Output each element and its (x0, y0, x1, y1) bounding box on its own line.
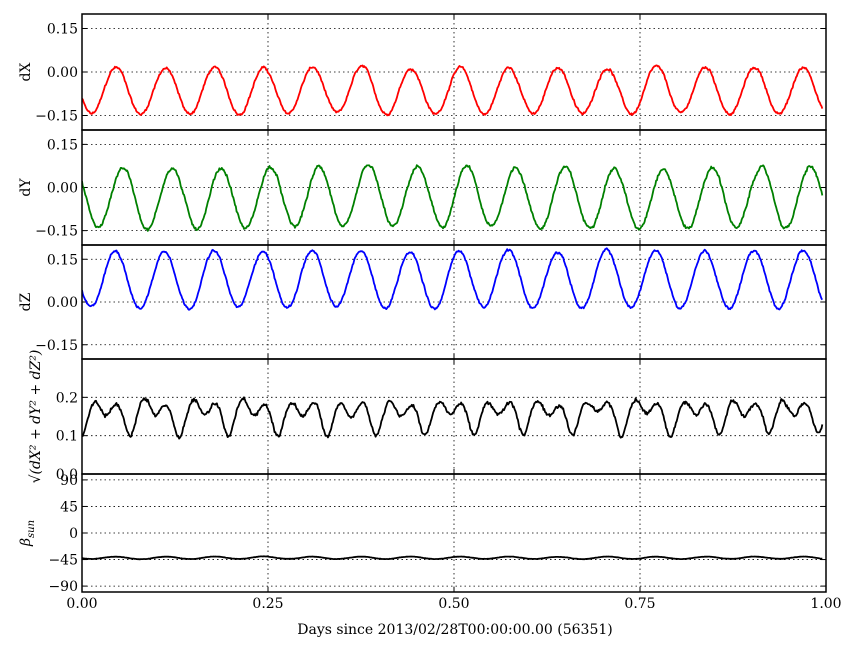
series-line-mag (82, 396, 824, 440)
y-axis-label: √(dX² + dY² + dZ²) (28, 350, 44, 484)
series-line-dZ (82, 247, 824, 311)
y-tick-label: 0.00 (47, 295, 78, 311)
y-axis-label: dY (18, 178, 34, 197)
series-line-beta (82, 555, 823, 561)
y-tick-label: 45 (60, 499, 78, 515)
y-tick-label: 0.15 (47, 137, 78, 153)
y-tick-label: −90 (48, 579, 78, 595)
x-tick-label: 0.75 (624, 596, 655, 612)
panel-mag: 0.2 0.1 0.0 √(dX² + dY² + dZ²) (28, 350, 827, 484)
panel-frame (81, 358, 827, 475)
y-tick-label: −0.15 (35, 109, 78, 125)
y-tick-label: 0.15 (47, 22, 78, 38)
y-axis-label: dX (18, 63, 34, 82)
y-tick-label: 0.2 (56, 390, 78, 406)
panel-frame (81, 244, 827, 360)
y-tick-label: −45 (48, 553, 78, 569)
y-tick-label: 0.00 (47, 181, 78, 197)
y-tick-label: 0.15 (47, 252, 78, 268)
y-tick-label: 90 (60, 473, 78, 489)
panel-dZ: 0.15 0.00 −0.15 dZ (18, 244, 827, 360)
x-tick-label: 1.00 (810, 596, 841, 612)
panels: 0.150.00−0.15dX0.150.00−0.15dY0.150.00−0… (18, 13, 827, 595)
panel-dY: 0.15 0.00 −0.15 dY (18, 129, 827, 246)
y-axis-label: βsun (18, 520, 37, 547)
y-tick-label: 0 (69, 526, 78, 542)
x-tick-label: 0.50 (438, 596, 469, 612)
series-line-dY (82, 164, 824, 232)
x-tick-label: 0.00 (66, 596, 97, 612)
y-tick-label: −0.15 (35, 224, 78, 240)
x-tick-label: 0.25 (252, 596, 283, 612)
y-axis-label: dZ (18, 292, 34, 311)
y-tick-label: 0.1 (56, 429, 78, 445)
y-tick-label: 0.00 (47, 65, 78, 81)
y-tick-label: 0.0 (56, 467, 78, 483)
panel-frame (81, 473, 827, 593)
panel-dX: 0.15 0.00 −0.15 dX (18, 13, 827, 131)
x-axis-label: Days since 2013/02/28T00:00:00.00 (56351… (297, 622, 612, 638)
y-tick-label: −0.15 (35, 338, 78, 354)
series-line-dX (82, 64, 824, 117)
x-tick-labels: 0.00 0.25 0.50 0.75 1.00 (66, 596, 841, 612)
panel-beta: 90 45 0 −45 −90 βsun (18, 473, 827, 595)
